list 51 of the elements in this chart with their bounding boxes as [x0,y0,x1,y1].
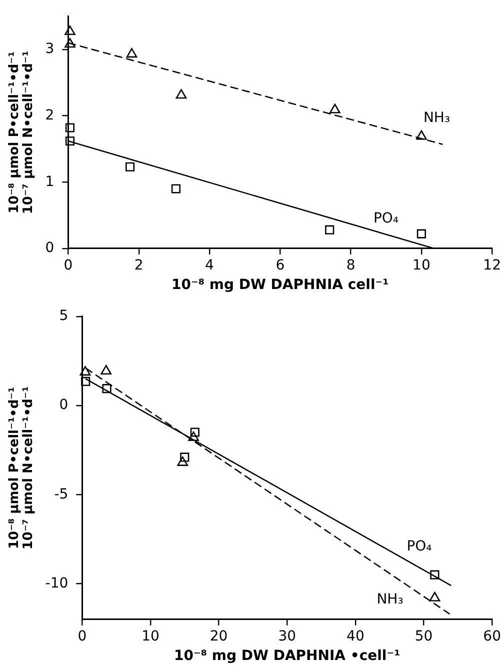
y-axis-title: 10⁻⁸ µmol P•cell⁻¹•d⁻¹ 10⁻⁷ µmol N•cell⁻¹•d⁻¹ [7,50,36,214]
x-tick-label: 20 [210,628,228,644]
x-tick-label: 60 [483,628,502,644]
y-tick-label: -5 [54,486,68,502]
point [65,123,75,132]
point [180,452,190,462]
series-label: PO₄ [406,538,432,554]
y-tick-label: -10 [45,575,68,592]
x-tick-label: 40 [346,628,364,644]
point [190,428,200,437]
y-tick-label: 3 [45,41,54,58]
series-label: NH₃ [423,110,450,126]
x-axis-title: 10⁻⁸ mg DW DAPHNIA cell⁻¹ [172,277,389,294]
x-tick-label: 2 [134,257,144,274]
y-tick-label: 0 [59,397,68,414]
series-label: PO₄ [373,210,399,226]
y-tick-label: 1 [45,174,54,190]
point [416,130,427,140]
point [126,48,138,58]
x-tick-label: 30 [278,628,296,644]
y-tick-label: 0 [45,240,54,256]
y-tick-label: 5 [59,308,68,324]
point [416,229,426,238]
point [125,162,135,172]
x-axis-title: 10⁻⁸ mg DW DAPHNIA •cell⁻¹ [174,648,400,664]
point [80,366,91,376]
point [429,592,440,602]
point [430,570,440,580]
y-axis-title: 10⁻⁸ µmol P•cell⁻¹•d⁻¹ 10⁻⁷ µmol N•cell⁻¹•d⁻¹ [7,386,36,550]
x-tick-label: 10 [412,257,430,274]
point [177,456,188,466]
point [325,225,334,234]
point [64,38,76,48]
x-tick-label: 6 [276,257,285,274]
x-tick-label: 50 [414,628,433,644]
point [188,431,199,441]
point [329,104,340,114]
point [81,376,90,386]
series-label: NH₃ [376,592,404,608]
x-tick-label: 0 [78,628,87,644]
y-tick-label: 2 [45,107,54,124]
x-tick-label: 10 [142,628,160,644]
x-tick-label: 8 [346,257,356,274]
x-tick-label: 4 [205,257,214,274]
point [102,384,112,394]
point [176,89,187,99]
point [65,136,75,146]
point [64,25,76,36]
x-tick-label: 12 [483,257,502,274]
point [171,184,180,194]
point [100,364,112,375]
